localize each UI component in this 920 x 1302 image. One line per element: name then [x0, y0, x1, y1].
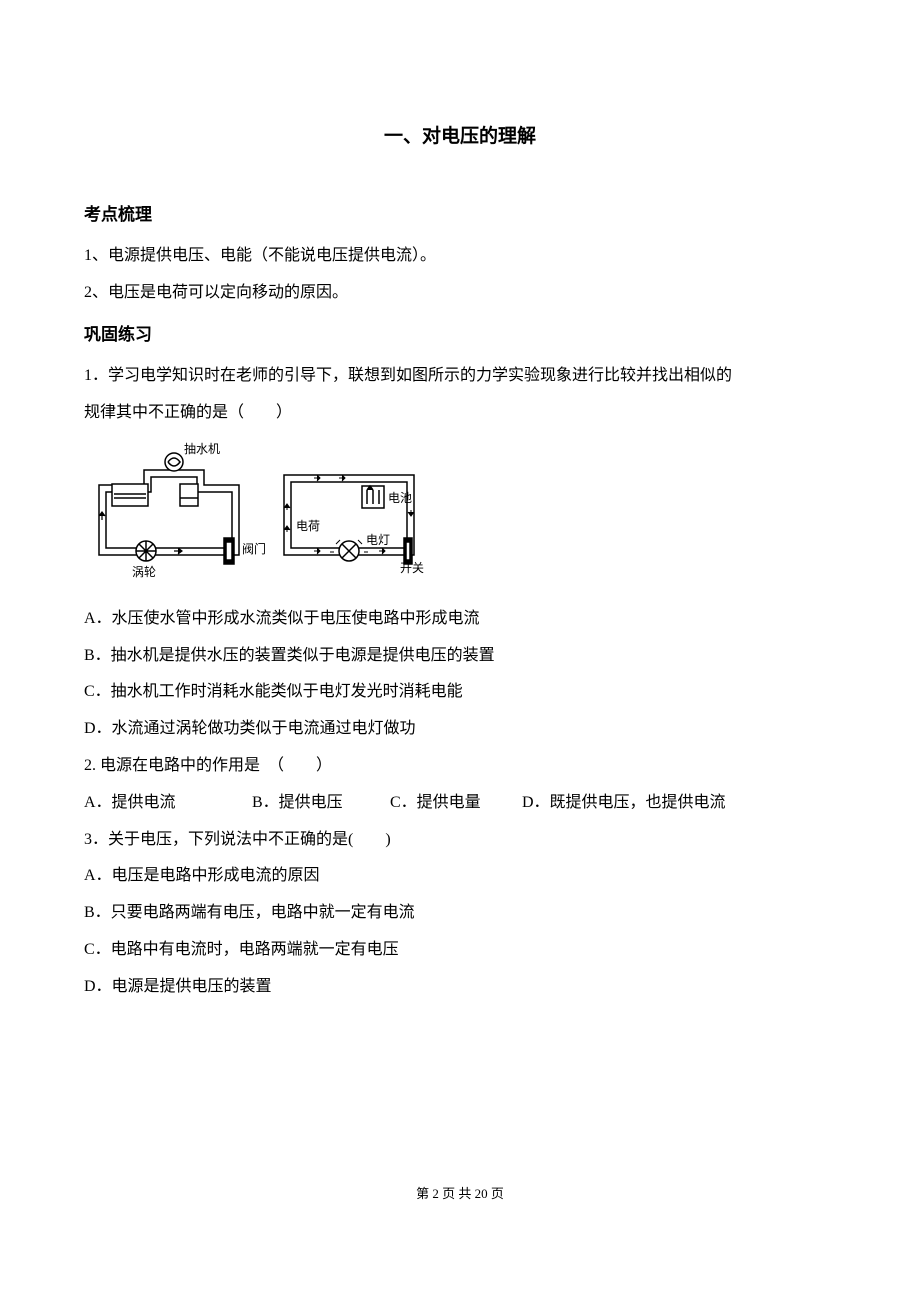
diagram-label-valve: 阀门 — [242, 541, 266, 556]
diagram-label-battery: 电池 — [388, 491, 412, 505]
q3-option-d: D．电源是提供电压的装置 — [84, 969, 836, 1006]
q1-stem-line2: 规律其中不正确的是（ ） — [84, 395, 836, 432]
q2-option-b: B．提供电压 — [252, 785, 390, 822]
diagram-label-pump: 抽水机 — [184, 442, 220, 456]
page-footer: 第 2 页 共 20 页 — [0, 1183, 920, 1202]
kaodian-item-2: 2、电压是电荷可以定向移动的原因。 — [84, 275, 836, 312]
q2-options-row: A．提供电流 B．提供电压 C．提供电量 D．既提供电压，也提供电流 — [84, 785, 836, 822]
diagram-label-lamp: 电灯 — [366, 533, 390, 547]
q2-option-a: A．提供电流 — [84, 785, 252, 822]
kaodian-item-1: 1、电源提供电压、电能（不能说电压提供电流）。 — [84, 238, 836, 275]
q3-option-a: A．电压是电路中形成电流的原因 — [84, 858, 836, 895]
q2-stem: 2. 电源在电路中的作用是 （ ） — [84, 748, 836, 785]
q2-option-d: D．既提供电压，也提供电流 — [522, 785, 726, 822]
diagram-label-turbine: 涡轮 — [132, 565, 156, 579]
q1-option-a: A．水压使水管中形成水流类似于电压使电路中形成电流 — [84, 601, 836, 638]
diagram-label-charge: 电荷 — [296, 519, 320, 533]
section-heading-gonggu: 巩固练习 — [84, 315, 836, 354]
q3-option-b: B．只要电路两端有电压，电路中就一定有电流 — [84, 895, 836, 932]
q1-option-b: B．抽水机是提供水压的装置类似于电源是提供电压的装置 — [84, 638, 836, 675]
chapter-title: 一、对电压的理解 — [84, 115, 836, 159]
q1-option-d: D．水流通过涡轮做功类似于电流通过电灯做功 — [84, 711, 836, 748]
q1-stem-line1: 1．学习电学知识时在老师的引导下，联想到如图所示的力学实验现象进行比较并找出相似… — [84, 358, 836, 395]
diagram-label-switch: 开关 — [400, 561, 424, 575]
section-heading-kaodian: 考点梳理 — [84, 195, 836, 234]
q2-option-c: C．提供电量 — [390, 785, 522, 822]
q1-diagram: 抽水机 涡轮 阀门 — [84, 440, 836, 595]
q3-stem: 3．关于电压，下列说法中不正确的是( ) — [84, 822, 836, 859]
q1-option-c: C．抽水机工作时消耗水能类似于电灯发光时消耗电能 — [84, 674, 836, 711]
q3-option-c: C．电路中有电流时，电路两端就一定有电压 — [84, 932, 836, 969]
